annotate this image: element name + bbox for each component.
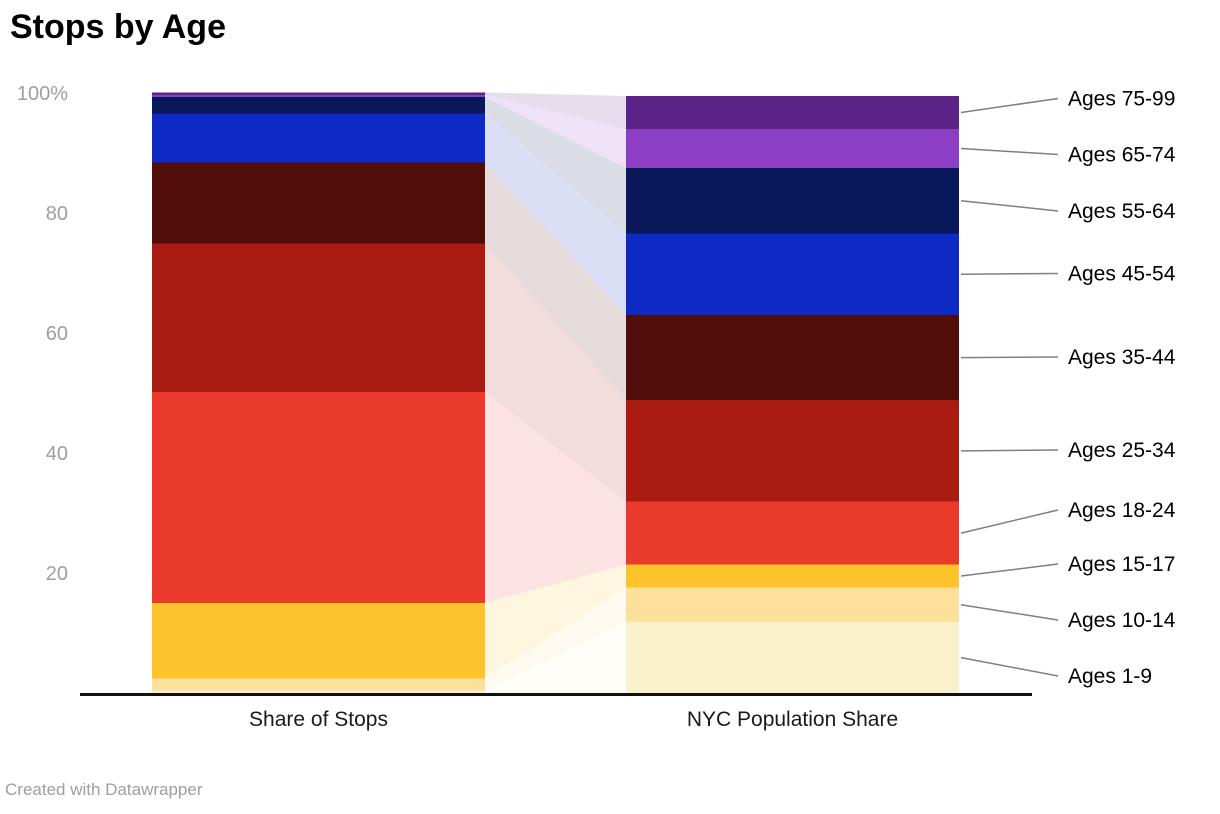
- bar-segment-nyc-population-share-ages-75-99[interactable]: [626, 96, 959, 129]
- bar-segment-nyc-population-share-ages-10-14[interactable]: [626, 587, 959, 623]
- connector-line-ages-10-14: [960, 604, 1059, 621]
- flow-band-ages-45-54: [485, 113, 626, 316]
- bar-segment-share-of-stops-ages-75-99[interactable]: [152, 92, 485, 95]
- category-label-ages-10-14: Ages 10-14: [1068, 609, 1176, 632]
- y-tick-label-60: 60: [46, 323, 68, 345]
- column-label-nyc-population-share: NYC Population Share: [687, 708, 898, 731]
- connector-line-ages-65-74: [960, 147, 1059, 156]
- y-tick-label-100: 100%: [17, 83, 68, 105]
- connector-line-ages-55-64: [960, 199, 1059, 212]
- bar-segment-nyc-population-share-ages-45-54[interactable]: [626, 233, 959, 315]
- bar-segment-nyc-population-share-ages-15-17[interactable]: [626, 564, 959, 588]
- flow-band-ages-35-44: [485, 162, 626, 401]
- bar-segment-share-of-stops-ages-65-74[interactable]: [152, 94, 485, 98]
- connector-line-ages-18-24: [960, 509, 1059, 534]
- y-tick-label-20: 20: [46, 563, 68, 585]
- flow-band-ages-55-64: [485, 97, 626, 234]
- category-label-ages-75-99: Ages 75-99: [1068, 88, 1175, 111]
- bar-segment-nyc-population-share-ages-18-24[interactable]: [626, 501, 959, 565]
- bar-segment-nyc-population-share-ages-25-34[interactable]: [626, 400, 959, 502]
- flow-band-ages-10-14: [485, 587, 626, 691]
- flow-band-ages-18-24: [485, 391, 626, 603]
- flow-band-ages-65-74: [485, 94, 626, 168]
- column-label-share-of-stops: Share of Stops: [249, 708, 388, 731]
- bar-segment-share-of-stops-ages-35-44[interactable]: [152, 162, 485, 244]
- category-label-ages-35-44: Ages 35-44: [1068, 346, 1176, 369]
- connector-line-ages-25-34: [960, 449, 1059, 452]
- bar-segment-share-of-stops-ages-55-64[interactable]: [152, 97, 485, 114]
- bar-segment-share-of-stops-ages-10-14[interactable]: [152, 678, 485, 691]
- flow-band-ages-25-34: [485, 243, 626, 502]
- category-label-ages-55-64: Ages 55-64: [1068, 200, 1176, 223]
- connector-line-ages-35-44: [960, 356, 1059, 359]
- category-label-ages-18-24: Ages 18-24: [1068, 499, 1176, 522]
- bar-segment-share-of-stops-ages-18-24[interactable]: [152, 391, 485, 603]
- chart-title: Stops by Age: [10, 8, 226, 46]
- category-label-ages-65-74: Ages 65-74: [1068, 144, 1176, 167]
- flow-band-ages-1-9: [485, 622, 626, 693]
- category-label-ages-1-9: Ages 1-9: [1068, 665, 1152, 688]
- flow-band-ages-15-17: [485, 564, 626, 679]
- bar-segment-share-of-stops-ages-15-17[interactable]: [152, 603, 485, 679]
- category-label-ages-15-17: Ages 15-17: [1068, 553, 1175, 576]
- category-label-ages-45-54: Ages 45-54: [1068, 263, 1176, 286]
- y-tick-label-40: 40: [46, 443, 68, 465]
- flow-band-ages-75-99: [485, 92, 626, 129]
- connector-line-ages-45-54: [960, 272, 1059, 275]
- bar-segment-nyc-population-share-ages-35-44[interactable]: [626, 315, 959, 401]
- connector-line-ages-15-17: [960, 563, 1059, 577]
- bar-segment-share-of-stops-ages-25-34[interactable]: [152, 243, 485, 392]
- bar-segment-nyc-population-share-ages-1-9[interactable]: [626, 622, 959, 693]
- bar-segment-nyc-population-share-ages-65-74[interactable]: [626, 129, 959, 168]
- connector-line-ages-75-99: [960, 97, 1059, 114]
- category-label-ages-25-34: Ages 25-34: [1068, 439, 1176, 462]
- y-tick-label-80: 80: [46, 203, 68, 225]
- connector-line-ages-1-9: [960, 656, 1059, 677]
- bar-segment-share-of-stops-ages-1-9[interactable]: [152, 690, 485, 693]
- attribution-text: Created with Datawrapper: [5, 780, 203, 799]
- bar-segment-nyc-population-share-ages-55-64[interactable]: [626, 168, 959, 234]
- bar-segment-share-of-stops-ages-45-54[interactable]: [152, 113, 485, 163]
